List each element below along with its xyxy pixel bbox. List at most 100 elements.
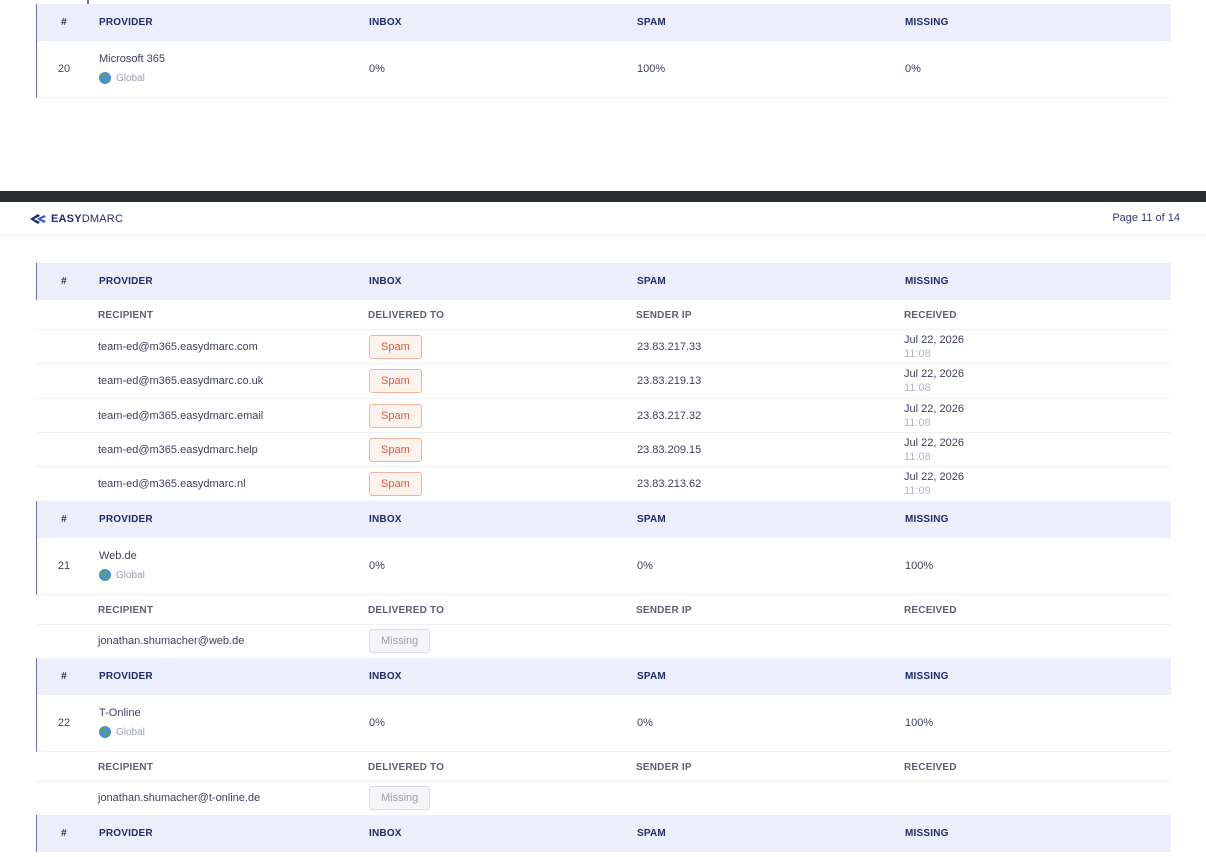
received-time: Jul 22, 2026 11:09 [904,471,964,497]
col-missing: MISSING [905,514,949,525]
recipient-header-row: RECIPIENT DELIVERED TO SENDER IP RECEIVE… [36,752,1171,782]
globe-icon [99,569,111,581]
provider-number: 21 [57,560,71,572]
recipient-row: team-ed@m365.easydmarc.com Spam 23.83.21… [36,330,1171,364]
col-provider: PROVIDER [99,828,153,839]
col-inbox: INBOX [369,828,402,839]
provider-region: Global [99,569,145,581]
sender-ip: 23.83.219.13 [637,375,702,387]
col-spam: SPAM [637,671,666,682]
region-label: Global [116,726,145,738]
col-delivered-to: DELIVERED TO [368,310,445,321]
globe-icon [99,726,111,738]
status-badge: Spam [369,335,422,359]
accent-line [87,0,89,4]
col-recipient: RECIPIENT [98,310,154,321]
recipient-row: team-ed@m365.easydmarc.co.uk Spam 23.83.… [36,364,1171,399]
col-spam: SPAM [637,514,666,525]
spam-percent: 0% [637,560,653,572]
col-recipient: RECIPIENT [98,605,154,616]
missing-percent: 100% [905,560,934,572]
table-header-row: # PROVIDER INBOX SPAM MISSING [36,501,1171,538]
inbox-percent: 0% [369,63,385,75]
recipient-email: team-ed@m365.easydmarc.co.uk [98,375,264,387]
col-delivered-to: DELIVERED TO [368,762,445,773]
recipient-row: team-ed@m365.easydmarc.nl Spam 23.83.213… [36,467,1171,501]
region-label: Global [116,72,145,84]
recipient-header-row: RECIPIENT DELIVERED TO SENDER IP RECEIVE… [36,595,1171,625]
received-time: Jul 22, 2026 11:08 [904,368,964,394]
status-badge: Spam [369,369,422,393]
col-spam: SPAM [637,17,666,28]
col-received: RECEIVED [904,762,957,773]
col-spam: SPAM [637,276,666,287]
recipient-email: team-ed@m365.easydmarc.help [98,444,258,456]
col-sender-ip: SENDER IP [636,605,692,616]
table-header-row: # PROVIDER INBOX SPAM MISSING [36,815,1171,852]
recipient-email: team-ed@m365.easydmarc.com [98,341,258,353]
provider-row-microsoft-365: 20 Microsoft 365 Global 0% 100% 0% [36,41,1171,98]
col-missing: MISSING [905,671,949,682]
spam-percent: 100% [637,63,666,75]
col-sender-ip: SENDER IP [636,310,692,321]
col-received: RECEIVED [904,310,957,321]
table-header-row: # PROVIDER INBOX SPAM MISSING [36,658,1171,695]
report-page: EASYDMARC Page 11 of 14 # PROVIDER INBOX… [0,202,1206,857]
col-provider: PROVIDER [99,17,153,28]
col-provider: PROVIDER [99,514,153,525]
page-header: EASYDMARC Page 11 of 14 [0,202,1206,236]
col-inbox: INBOX [369,17,402,28]
col-num: # [61,514,67,525]
inbox-percent: 0% [369,560,385,572]
sender-ip: 23.83.213.62 [637,478,702,490]
globe-icon [99,72,111,84]
missing-percent: 0% [905,63,921,75]
page-number: Page 11 of 14 [1112,212,1180,224]
sender-ip: 23.83.209.15 [637,444,702,456]
col-missing: MISSING [905,276,949,287]
inbox-percent: 0% [369,717,385,729]
provider-name: Microsoft 365 [99,53,166,65]
col-provider: PROVIDER [99,276,153,287]
provider-number: 20 [57,63,71,75]
page-break-bar [0,191,1206,202]
recipient-email: jonathan.shumacher@t-online.de [98,792,261,804]
provider-name: T-Online [99,707,141,719]
recipient-email: jonathan.shumacher@web.de [98,635,245,647]
sender-ip: 23.83.217.33 [637,341,702,353]
table-header-row: # PROVIDER INBOX SPAM MISSING [36,263,1171,300]
col-inbox: INBOX [369,671,402,682]
col-sender-ip: SENDER IP [636,762,692,773]
col-missing: MISSING [905,17,949,28]
logo-text: EASYDMARC [51,213,124,225]
col-spam: SPAM [637,828,666,839]
col-inbox: INBOX [369,276,402,287]
recipient-row: team-ed@m365.easydmarc.help Spam 23.83.2… [36,433,1171,467]
provider-row-t-online: 22 T-Online Global 0% 0% 100% [36,695,1171,752]
col-num: # [61,828,67,839]
col-num: # [61,671,67,682]
table-header-row: # PROVIDER INBOX SPAM MISSING [36,4,1171,41]
received-time: Jul 22, 2026 11:08 [904,334,964,360]
status-badge: Spam [369,438,422,462]
recipient-header-row: RECIPIENT DELIVERED TO SENDER IP RECEIVE… [36,300,1171,330]
provider-region: Global [99,726,145,738]
easydmarc-logo: EASYDMARC [29,212,123,226]
recipient-row: team-ed@m365.easydmarc.email Spam 23.83.… [36,399,1171,433]
status-badge: Missing [369,629,431,653]
recipient-email: team-ed@m365.easydmarc.nl [98,478,246,490]
col-missing: MISSING [905,828,949,839]
col-num: # [61,276,67,287]
col-provider: PROVIDER [99,671,153,682]
sender-ip: 23.83.217.32 [637,410,702,422]
provider-name: Web.de [99,550,137,562]
col-received: RECEIVED [904,605,957,616]
col-num: # [61,17,67,28]
recipient-email: team-ed@m365.easydmarc.email [98,410,264,422]
status-badge: Spam [369,404,422,428]
status-badge: Spam [369,472,422,496]
received-time: Jul 22, 2026 11:08 [904,403,964,429]
recipient-row: jonathan.shumacher@web.de Missing [36,625,1171,659]
received-time: Jul 22, 2026 11:08 [904,437,964,463]
col-recipient: RECIPIENT [98,762,154,773]
